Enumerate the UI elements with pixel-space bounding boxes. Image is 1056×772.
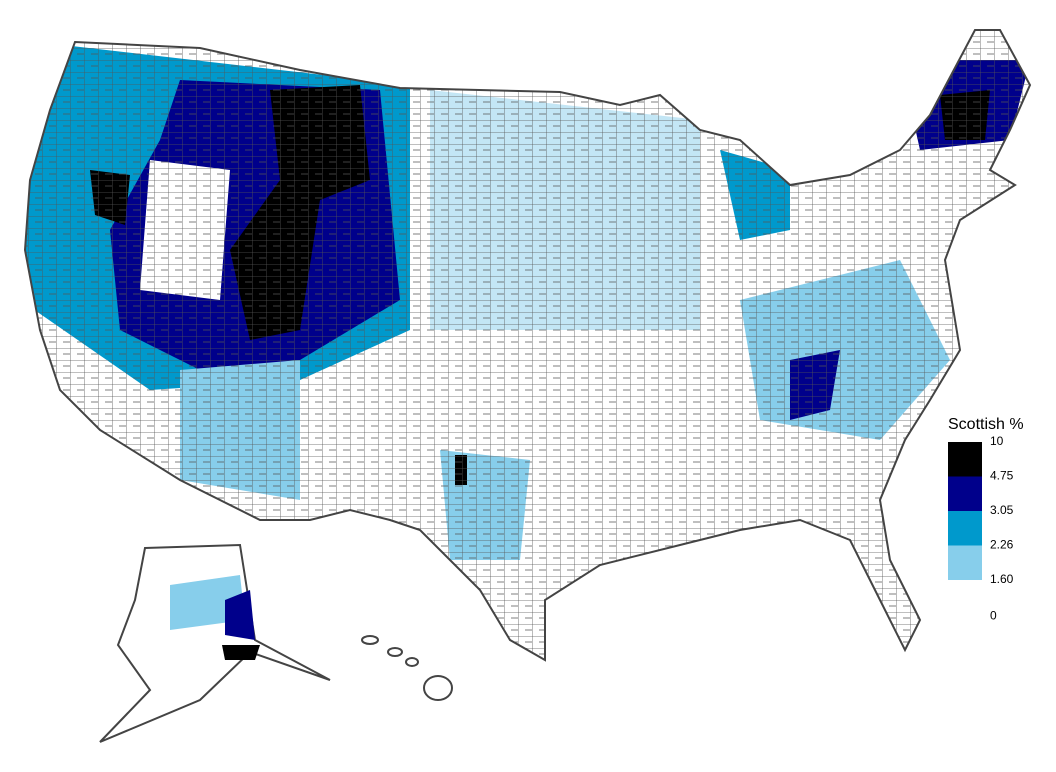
legend-label: 1.60 — [990, 572, 1014, 586]
legend-label: 4.75 — [990, 469, 1014, 483]
legend-title: Scottish % — [948, 416, 1024, 433]
legend-label: 2.26 — [990, 538, 1014, 552]
alaska-region — [225, 590, 255, 640]
legend: Scottish % 10 4.75 3.05 2.26 1.60 0 — [948, 416, 1024, 623]
legend-swatch — [948, 476, 982, 511]
alaska-region — [222, 645, 260, 660]
legend-label: 0 — [990, 609, 997, 623]
legend-swatch — [948, 580, 982, 615]
hawaii — [361, 635, 453, 701]
legend-swatch — [948, 442, 982, 477]
legend-swatch — [948, 511, 982, 546]
alaska — [99, 543, 331, 743]
legend-label: 10 — [990, 434, 1004, 448]
legend-swatch — [948, 545, 982, 580]
legend-label: 3.05 — [990, 503, 1014, 517]
